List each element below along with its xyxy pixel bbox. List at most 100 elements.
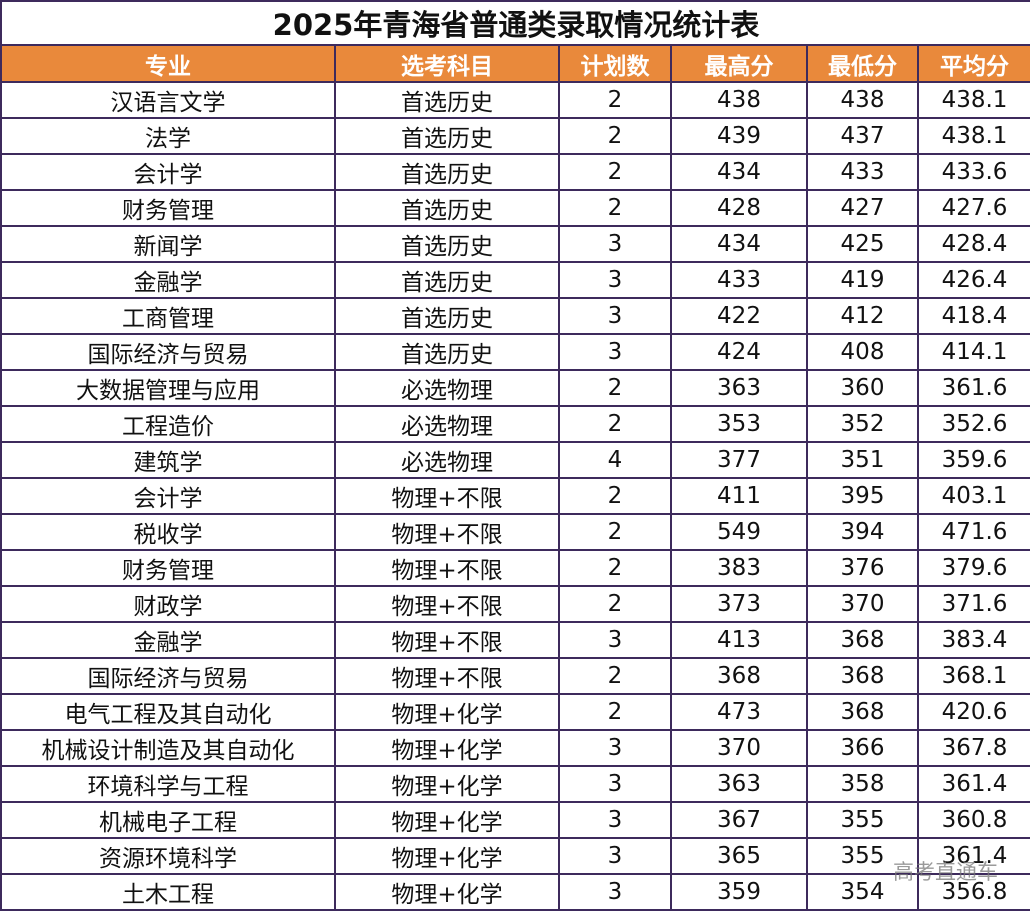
- cell: 367.8: [917, 729, 1030, 767]
- cell: 424: [670, 333, 808, 371]
- title-row: 2025年青海省普通类录取情况统计表: [0, 0, 1030, 46]
- cell: 首选历史: [334, 225, 560, 263]
- data-row: 新闻学 首选历史 3 434 425 428.4: [0, 225, 1030, 263]
- data-row: 金融学 物理+不限 3 413 368 383.4: [0, 621, 1030, 659]
- watermark: 高考直通车: [893, 860, 998, 884]
- cell: 金融学: [0, 621, 336, 659]
- cell: 2: [558, 693, 672, 731]
- cell: 3: [558, 729, 672, 767]
- cell: 3: [558, 261, 672, 299]
- cell: 税收学: [0, 513, 336, 551]
- data-row: 电气工程及其自动化 物理+化学 2 473 368 420.6: [0, 693, 1030, 731]
- cell: 366: [806, 729, 919, 767]
- cell: 物理+不限: [334, 549, 560, 587]
- cell: 必选物理: [334, 441, 560, 479]
- data-row: 大数据管理与应用 必选物理 2 363 360 361.6: [0, 369, 1030, 407]
- data-row: 资源环境科学 物理+化学 3 365 355 361.4: [0, 837, 1030, 875]
- cell: 汉语言文学: [0, 81, 336, 119]
- cell: 471.6: [917, 513, 1030, 551]
- cell: 433: [806, 153, 919, 191]
- cell: 439: [670, 117, 808, 155]
- cell: 3: [558, 297, 672, 335]
- cell: 机械设计制造及其自动化: [0, 729, 336, 767]
- cell: 2: [558, 369, 672, 407]
- data-row: 金融学 首选历史 3 433 419 426.4: [0, 261, 1030, 299]
- cell: 新闻学: [0, 225, 336, 263]
- cell: 首选历史: [334, 117, 560, 155]
- cell: 413: [670, 621, 808, 659]
- cell: 2: [558, 81, 672, 119]
- cell: 434: [670, 153, 808, 191]
- cell: 473: [670, 693, 808, 731]
- cell: 438: [670, 81, 808, 119]
- cell: 425: [806, 225, 919, 263]
- cell: 金融学: [0, 261, 336, 299]
- cell: 物理+化学: [334, 801, 560, 839]
- cell: 首选历史: [334, 189, 560, 227]
- cell: 414.1: [917, 333, 1030, 371]
- cell: 法学: [0, 117, 336, 155]
- cell: 352: [806, 405, 919, 443]
- cell: 360.8: [917, 801, 1030, 839]
- cell: 418.4: [917, 297, 1030, 335]
- cell: 433.6: [917, 153, 1030, 191]
- data-row: 汉语言文学 首选历史 2 438 438 438.1: [0, 81, 1030, 119]
- cell: 352.6: [917, 405, 1030, 443]
- cell: 370: [806, 585, 919, 623]
- cell: 会计学: [0, 477, 336, 515]
- cell: 437: [806, 117, 919, 155]
- cell: 360: [806, 369, 919, 407]
- cell: 3: [558, 873, 672, 911]
- cell: 首选历史: [334, 333, 560, 371]
- cell: 物理+不限: [334, 513, 560, 551]
- cell: 420.6: [917, 693, 1030, 731]
- cell: 3: [558, 333, 672, 371]
- data-row: 财务管理 物理+不限 2 383 376 379.6: [0, 549, 1030, 587]
- cell: 359: [670, 873, 808, 911]
- cell: 物理+不限: [334, 477, 560, 515]
- cell: 工程造价: [0, 405, 336, 443]
- cell: 4: [558, 441, 672, 479]
- cell: 363: [670, 369, 808, 407]
- cell: 368: [806, 657, 919, 695]
- header-cell: 选考科目: [334, 44, 560, 83]
- data-row: 机械设计制造及其自动化 物理+化学 3 370 366 367.8: [0, 729, 1030, 767]
- cell: 土木工程: [0, 873, 336, 911]
- cell: 财务管理: [0, 189, 336, 227]
- cell: 354: [806, 873, 919, 911]
- table-title: 2025年青海省普通类录取情况统计表: [0, 0, 1030, 46]
- header-cell: 专业: [0, 44, 336, 83]
- cell: 首选历史: [334, 153, 560, 191]
- cell: 物理+不限: [334, 621, 560, 659]
- cell: 427.6: [917, 189, 1030, 227]
- cell: 首选历史: [334, 261, 560, 299]
- cell: 2: [558, 585, 672, 623]
- cell: 361.6: [917, 369, 1030, 407]
- cell: 建筑学: [0, 441, 336, 479]
- data-row: 国际经济与贸易 物理+不限 2 368 368 368.1: [0, 657, 1030, 695]
- cell: 2: [558, 405, 672, 443]
- cell: 367: [670, 801, 808, 839]
- cell: 355: [806, 837, 919, 875]
- cell: 2: [558, 657, 672, 695]
- cell: 361.4: [917, 837, 1030, 875]
- cell: 3: [558, 801, 672, 839]
- header-row: 专业 选考科目 计划数 最高分 最低分 平均分: [0, 44, 1030, 83]
- cell: 资源环境科学: [0, 837, 336, 875]
- cell: 361.4: [917, 765, 1030, 803]
- data-row: 环境科学与工程 物理+化学 3 363 358 361.4: [0, 765, 1030, 803]
- cell: 422: [670, 297, 808, 335]
- data-row: 土木工程 物理+化学 3 359 354 356.8: [0, 873, 1030, 911]
- cell: 433: [670, 261, 808, 299]
- cell: 368.1: [917, 657, 1030, 695]
- cell: 351: [806, 441, 919, 479]
- cell: 358: [806, 765, 919, 803]
- cell: 411: [670, 477, 808, 515]
- data-row: 财务管理 首选历史 2 428 427 427.6: [0, 189, 1030, 227]
- cell: 419: [806, 261, 919, 299]
- cell: 412: [806, 297, 919, 335]
- cell: 大数据管理与应用: [0, 369, 336, 407]
- cell: 427: [806, 189, 919, 227]
- cell: 物理+不限: [334, 585, 560, 623]
